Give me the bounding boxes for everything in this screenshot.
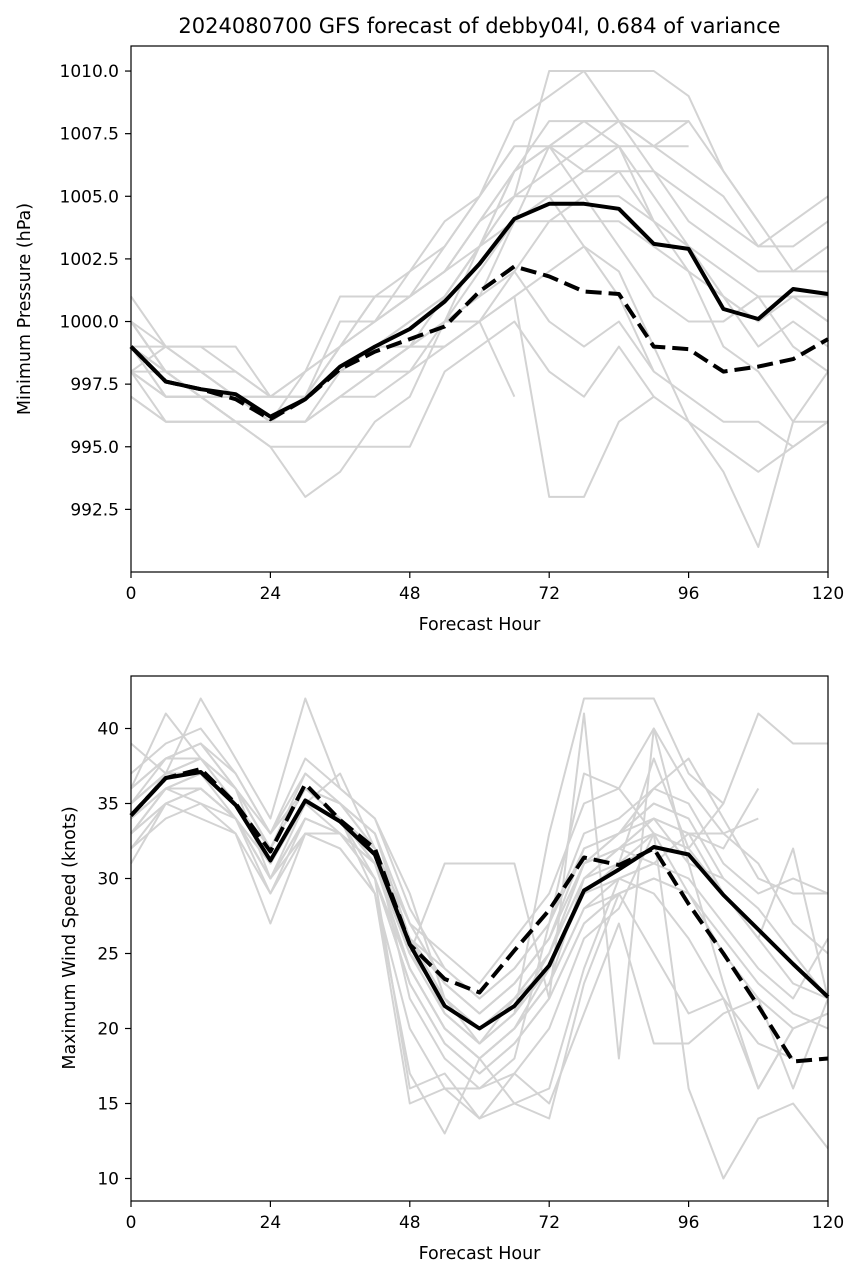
pressure-y-tick-label: 1002.5	[60, 250, 119, 270]
wind-y-tick-label: 35	[97, 795, 119, 815]
wind-y-tick-label: 25	[97, 945, 119, 965]
pressure-chart-title: 2024080700 GFS forecast of debby04l, 0.6…	[178, 14, 780, 38]
wind-x-tick-label: 96	[678, 1213, 700, 1233]
wind-y-axis-label: Maximum Wind Speed (knots)	[60, 806, 80, 1069]
pressure-y-tick-label: 1000.0	[60, 313, 119, 333]
wind-tick-layer: 0 24 48 72 96 120 10 15 20 25 30 35 40	[97, 720, 844, 1234]
wind-x-axis-label: Forecast Hour	[419, 1244, 542, 1264]
wind-plot-frame	[130, 675, 829, 1202]
pressure-ensemble-member-line	[130, 320, 829, 473]
wind-y-tick-label: 20	[97, 1020, 119, 1040]
pressure-x-tick-label: 0	[126, 584, 137, 604]
pressure-ensemble-member-line	[130, 145, 516, 423]
pressure-plot-frame	[130, 45, 829, 573]
wind-x-tick-label: 120	[812, 1213, 844, 1233]
pressure-x-axis-label: Forecast Hour	[419, 615, 542, 635]
wind-y-tick-label: 10	[97, 1170, 119, 1190]
wind-x-tick-label: 0	[126, 1213, 137, 1233]
pressure-y-tick-label: 1007.5	[60, 125, 119, 145]
wind-ensemble-member-line	[130, 802, 829, 1105]
pressure-series-layer	[129, 70, 829, 548]
pressure-y-tick-label: 995.0	[70, 438, 119, 458]
wind-panel: 0 24 48 72 96 120 10 15 20 25 30 35 40 Forecast Hour…	[60, 675, 844, 1264]
pressure-y-tick-label: 1005.0	[60, 187, 119, 207]
pressure-x-tick-label: 72	[538, 584, 560, 604]
wind-solid-bold-line	[129, 770, 830, 1031]
pressure-y-axis-label: Minimum Pressure (hPa)	[15, 203, 35, 415]
wind-dashed-bold-line	[129, 767, 829, 1064]
pressure-y-tick-label: 997.5	[70, 375, 119, 395]
wind-y-tick-label: 40	[97, 720, 119, 740]
pressure-y-tick-label: 992.5	[70, 500, 119, 520]
wind-x-tick-label: 48	[399, 1213, 421, 1233]
pressure-x-tick-label: 96	[678, 584, 700, 604]
pressure-tick-layer: 0 24 48 72 96 120 992.5 995.0 997.5 1000.0 1002.5 1…	[60, 62, 845, 604]
pressure-x-tick-label: 24	[260, 584, 282, 604]
wind-x-tick-label: 72	[538, 1213, 560, 1233]
wind-x-tick-label: 24	[260, 1213, 282, 1233]
pressure-x-tick-label: 120	[812, 584, 844, 604]
pressure-solid-bold-line	[129, 201, 829, 419]
wind-y-tick-label: 30	[97, 870, 119, 890]
pressure-x-tick-label: 48	[399, 584, 421, 604]
pressure-y-tick-label: 1010.0	[60, 62, 119, 82]
pressure-panel-background	[131, 46, 828, 572]
wind-series-layer	[129, 697, 830, 1180]
pressure-ensemble-member-line	[130, 120, 689, 398]
wind-ensemble-member-line	[130, 787, 655, 1060]
pressure-panel: 2024080700 GFS forecast of debby04l, 0.6…	[15, 14, 844, 635]
wind-y-tick-label: 15	[97, 1095, 119, 1115]
